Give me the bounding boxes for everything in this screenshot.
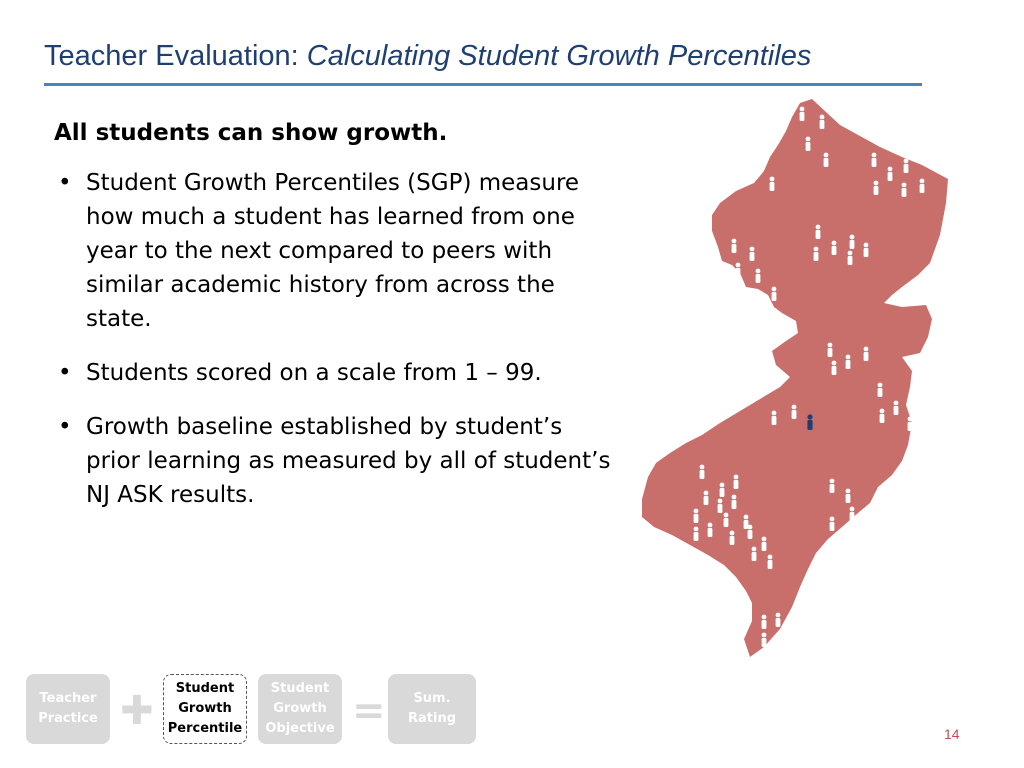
title-divider bbox=[44, 83, 922, 86]
student-figure-icon bbox=[761, 536, 767, 551]
student-figure-icon bbox=[703, 490, 709, 505]
student-figure-icon bbox=[749, 246, 755, 261]
student-figure-icon bbox=[863, 346, 869, 361]
student-figure-icon bbox=[879, 408, 885, 423]
student-figure-icon bbox=[871, 152, 877, 167]
student-figure-icon bbox=[847, 250, 853, 265]
teacher-practice-box: Teacher Practice bbox=[26, 674, 110, 744]
student-figure-icon bbox=[693, 508, 699, 523]
student-figure-icon bbox=[769, 176, 775, 191]
new-jersey-shape bbox=[642, 99, 948, 657]
bullet-text: Student Growth Percentiles (SGP) measure… bbox=[86, 170, 580, 332]
student-figure-icon bbox=[829, 478, 835, 493]
bullet-text: Growth baseline established by student’s… bbox=[86, 414, 611, 508]
student-figure-icon bbox=[831, 360, 837, 375]
sgp-box: Student Growth Percentile bbox=[163, 674, 247, 744]
student-figure-icon bbox=[729, 530, 735, 545]
bullet-marker: • bbox=[58, 170, 72, 196]
student-figure-icon bbox=[775, 612, 781, 627]
bullet-item: • Students scored on a scale from 1 – 99. bbox=[54, 356, 614, 390]
student-figure-icon bbox=[873, 180, 879, 195]
student-figure-icon bbox=[751, 546, 757, 561]
bullet-text: Students scored on a scale from 1 – 99. bbox=[86, 360, 542, 386]
bullet-marker: • bbox=[58, 414, 72, 440]
student-figure-icon bbox=[845, 354, 851, 369]
student-figure-icon bbox=[819, 114, 825, 129]
student-figure-icon bbox=[723, 512, 729, 527]
plus-icon: ✚ bbox=[120, 688, 154, 734]
student-figure-icon bbox=[831, 240, 837, 255]
student-figure-icon bbox=[761, 632, 767, 647]
student-figure-icon bbox=[919, 178, 925, 193]
student-figure-icon bbox=[845, 488, 851, 503]
student-figure-icon bbox=[863, 242, 869, 257]
student-figure-icon bbox=[813, 246, 819, 261]
student-figure-icon bbox=[901, 182, 907, 197]
student-figure-icon bbox=[815, 224, 821, 239]
student-figure-icon bbox=[829, 516, 835, 531]
equals-icon: = bbox=[352, 688, 386, 734]
student-figure-icon bbox=[731, 238, 737, 253]
bullet-marker: • bbox=[58, 360, 72, 386]
student-figures bbox=[693, 106, 925, 647]
student-figure-icon bbox=[805, 136, 811, 151]
bullet-item: • Growth baseline established by student’… bbox=[54, 410, 614, 512]
student-figure-icon bbox=[887, 166, 893, 181]
student-figure-icon bbox=[733, 474, 739, 489]
section-heading: All students can show growth. bbox=[54, 120, 448, 146]
student-figure-icon bbox=[771, 286, 777, 301]
student-figure-icon bbox=[849, 506, 855, 521]
summative-rating-box: Sum. Rating bbox=[388, 674, 476, 744]
student-figure-icon bbox=[893, 400, 899, 415]
new-jersey-map bbox=[642, 99, 948, 657]
sgo-box: Student Growth Objective bbox=[258, 674, 342, 744]
student-figure-icon bbox=[717, 498, 723, 513]
student-figure-icon bbox=[827, 342, 833, 357]
bullet-item: • Student Growth Percentiles (SGP) measur… bbox=[54, 166, 614, 336]
student-figure-icon bbox=[907, 416, 913, 431]
student-figure-icon bbox=[719, 482, 725, 497]
title-plain: Teacher Evaluation: bbox=[44, 40, 307, 72]
student-figure-icon bbox=[731, 494, 737, 509]
student-figure-icon bbox=[799, 106, 805, 121]
student-figure-icon bbox=[877, 382, 883, 397]
student-figure-icon bbox=[735, 262, 741, 277]
student-figure-icon bbox=[903, 158, 909, 173]
student-figure-icon bbox=[707, 522, 713, 537]
student-figure-icon bbox=[791, 404, 797, 419]
page-number: 14 bbox=[944, 726, 960, 742]
student-figure-icon bbox=[693, 526, 699, 541]
highlighted-student-icon bbox=[807, 414, 813, 430]
bullet-list: • Student Growth Percentiles (SGP) measur… bbox=[54, 166, 614, 532]
student-figure-icon bbox=[755, 268, 761, 283]
student-figure-icon bbox=[823, 152, 829, 167]
student-figure-icon bbox=[767, 554, 773, 569]
student-figure-icon bbox=[699, 464, 705, 479]
student-figure-icon bbox=[771, 410, 777, 425]
student-figure-icon bbox=[747, 524, 753, 539]
slide-title: Teacher Evaluation: Calculating Student … bbox=[44, 40, 811, 73]
student-figure-icon bbox=[849, 234, 855, 249]
title-italic: Calculating Student Growth Percentiles bbox=[306, 40, 812, 72]
student-figure-icon bbox=[761, 614, 767, 629]
student-figure-icon bbox=[743, 514, 749, 529]
